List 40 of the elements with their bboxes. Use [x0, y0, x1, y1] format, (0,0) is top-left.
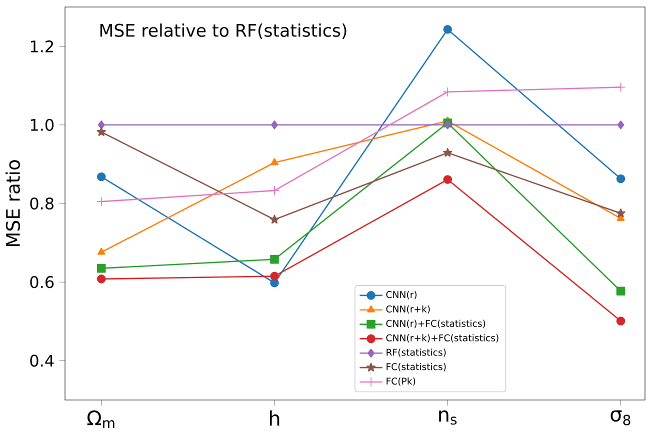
point	[270, 158, 278, 166]
legend-label: CNN(r)+FC(statistics)	[386, 320, 486, 328]
legend-label: FC(Pk)	[386, 377, 416, 386]
point	[616, 286, 626, 296]
legend-label: CNN(r)	[386, 290, 417, 300]
point	[616, 174, 626, 184]
x-tick-label: Ω$_{m}$	[87, 410, 114, 428]
point	[96, 264, 106, 273]
point	[271, 120, 278, 130]
point	[270, 214, 280, 224]
point	[617, 120, 624, 130]
text: MSE relative to RF(statistics)	[100, 23, 346, 39]
y-tick-label: 1.2	[30, 40, 53, 52]
y-tick-label: 0.6	[30, 276, 54, 288]
point	[616, 208, 626, 218]
point	[443, 175, 452, 184]
legend-label: CNN(r+k)	[386, 305, 430, 314]
point	[443, 87, 452, 96]
point	[96, 197, 106, 206]
legend-label: FC(statistics)	[386, 363, 446, 372]
legend-label: CNN(r+k)+FC(statistics)	[386, 334, 498, 342]
point	[96, 172, 106, 182]
point	[96, 127, 106, 136]
point	[270, 272, 279, 281]
point	[443, 24, 452, 34]
y-tick-label: 0.4	[30, 354, 54, 367]
legend-label: RF(statistics)	[386, 348, 446, 357]
point	[98, 120, 105, 130]
y-tick-label: 0.8	[30, 197, 54, 210]
point	[443, 148, 452, 157]
y-axis-title: MSE ratio	[6, 160, 20, 246]
point	[97, 248, 106, 255]
x-tick-label: σ$_{8}$	[610, 410, 630, 426]
point	[270, 186, 279, 196]
point	[616, 316, 626, 326]
point	[270, 254, 279, 264]
x-tick-label: h	[270, 410, 280, 426]
y-tick-label: 1.0	[30, 118, 54, 131]
x-tick-label: n$_{s}$	[439, 410, 457, 425]
point	[96, 274, 106, 284]
